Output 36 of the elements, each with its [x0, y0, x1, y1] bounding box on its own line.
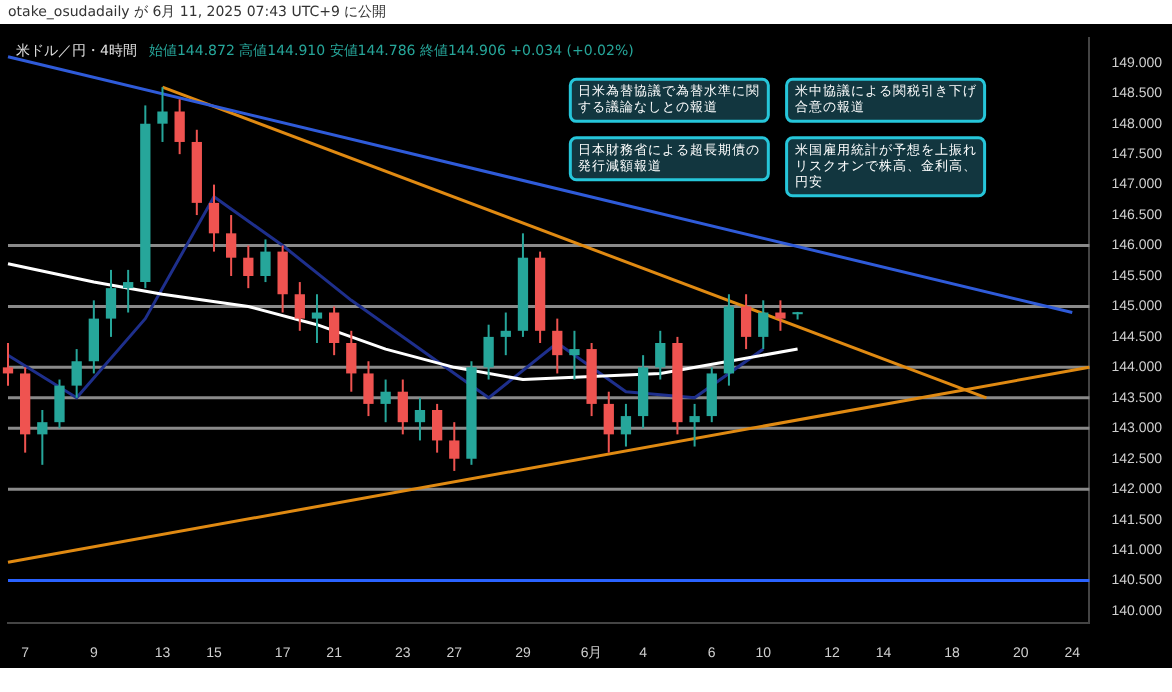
- candlestick: [483, 323, 494, 381]
- candlestick: [603, 390, 614, 454]
- candlestick: [2, 341, 14, 387]
- candlestick: [431, 402, 443, 454]
- candlestick: [363, 360, 374, 418]
- candlestick: [123, 268, 134, 314]
- candlestick: [620, 402, 632, 448]
- candlestick: [294, 281, 305, 332]
- candlestick: [758, 299, 769, 351]
- candlestick: [226, 214, 237, 277]
- candlestick: [706, 366, 717, 424]
- candlestick: [105, 268, 117, 338]
- candlestick: [243, 244, 254, 290]
- candlestick: [500, 311, 511, 357]
- candlestick: [260, 238, 271, 284]
- candlestick: [655, 329, 666, 381]
- candlestick: [174, 98, 185, 156]
- candlestick: [569, 329, 580, 381]
- candlestick: [414, 396, 426, 442]
- candlestick: [552, 317, 563, 375]
- candlestick: [88, 299, 99, 375]
- candlestick: [157, 86, 168, 143]
- candlestick: [37, 408, 48, 466]
- candlestick: [311, 293, 323, 344]
- candlestick: [689, 402, 700, 448]
- candlestick: [449, 421, 460, 472]
- candlestick: [328, 305, 340, 357]
- candlestick: [277, 244, 288, 314]
- candlestick: [397, 378, 408, 436]
- candlestick: [71, 348, 82, 399]
- candlestick: [740, 293, 752, 351]
- candlestick: [54, 378, 65, 430]
- candlestick: [208, 183, 220, 253]
- candlestick: [775, 299, 786, 332]
- candlestick: [380, 378, 391, 424]
- candlestick: [346, 329, 357, 393]
